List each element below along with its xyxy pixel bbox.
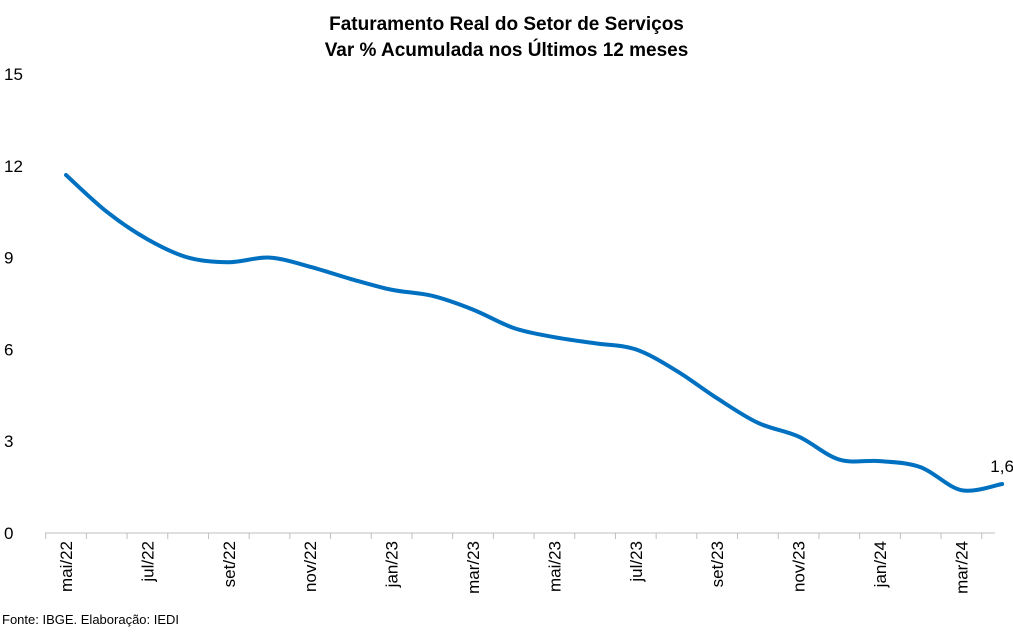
- x-tick-label: set/23: [708, 541, 727, 587]
- source-note: Fonte: IBGE. Elaboração: IEDI: [2, 612, 180, 627]
- y-tick-label: 9: [4, 249, 13, 268]
- line-chart: 0 3 6 9 12 15 mai/22 jul/22 set/22 nov/22 jan/23 ma…: [4, 65, 1013, 594]
- x-tick-label: nov/22: [301, 541, 320, 592]
- x-tick-label: jan/23: [383, 541, 402, 588]
- x-tick-label: mai/23: [545, 541, 564, 592]
- y-tick-label: 12: [4, 157, 23, 176]
- y-tick-label: 6: [4, 340, 13, 359]
- x-tick-label: mar/23: [464, 541, 483, 594]
- x-tick-label: jul/22: [138, 541, 157, 583]
- y-tick-label: 15: [4, 65, 23, 84]
- chart-title-line1: Faturamento Real do Setor de Serviços: [329, 14, 684, 35]
- chart-title-line2: Var % Acumulada nos Últimos 12 meses: [324, 40, 689, 61]
- x-tick-label: mai/22: [57, 541, 76, 592]
- x-tick-label: set/22: [220, 541, 239, 587]
- x-tick-label: jul/23: [627, 541, 646, 583]
- y-tick-label: 0: [4, 524, 13, 543]
- y-tick-label: 3: [4, 432, 13, 451]
- data-label: 1,6: [990, 457, 1013, 476]
- x-tick-label: jan/24: [871, 541, 890, 588]
- x-tick-label: mar/24: [952, 541, 971, 594]
- series-line: [64, 172, 1005, 493]
- chart-title: Faturamento Real do Setor de Serviços Va…: [0, 12, 1013, 64]
- x-tick-label: nov/23: [790, 541, 809, 592]
